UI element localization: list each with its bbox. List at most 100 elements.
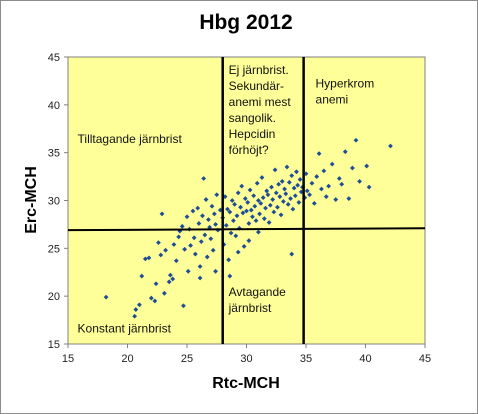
divider-lines [67, 57, 426, 344]
data-point [188, 243, 193, 248]
data-point [223, 222, 229, 228]
data-point [259, 175, 265, 180]
data-point [190, 208, 196, 214]
data-point [200, 213, 205, 219]
y-tick-label: 45 [48, 52, 60, 64]
data-point [246, 221, 252, 226]
data-point [244, 208, 249, 214]
annotations: Ej järnbrist. Sekundär-anemi mest sangolik… [78, 63, 375, 335]
data-point [210, 247, 216, 253]
data-point [270, 197, 276, 202]
data-point [319, 186, 324, 192]
data-point [209, 203, 215, 209]
data-point [366, 184, 372, 190]
data-point [321, 168, 327, 174]
data-point [235, 190, 241, 196]
data-point [304, 188, 310, 194]
annotation-label: Hyperkrom anemi [316, 77, 375, 107]
y-tick-label: 25 [48, 243, 60, 255]
data-point [192, 251, 198, 257]
x-tick-label: 40 [359, 353, 371, 365]
data-point [260, 195, 266, 201]
x-tick-label: 20 [121, 353, 133, 365]
data-point [279, 178, 285, 184]
data-point [137, 302, 142, 308]
data-point [161, 290, 167, 296]
y-tick-label: 20 [48, 291, 60, 303]
annotation-label: Avtagande järnbrist [228, 285, 286, 315]
data-point [316, 151, 322, 157]
data-point [289, 251, 295, 257]
data-point [179, 223, 185, 229]
chart-title: Hbg 2012 [199, 11, 292, 34]
data-point [256, 198, 261, 203]
data-point [227, 209, 233, 215]
data-point [284, 164, 290, 170]
x-axis-title: Rtc-MCH [212, 375, 280, 392]
data-point [208, 236, 214, 242]
data-point [296, 200, 302, 205]
data-point [269, 184, 274, 190]
data-point [314, 174, 320, 179]
data-point [191, 235, 197, 241]
data-point [329, 161, 335, 167]
data-point [203, 197, 209, 202]
data-point [176, 234, 182, 240]
horizontal-divider [67, 227, 426, 232]
data-point [225, 206, 230, 212]
data-point [350, 165, 355, 171]
data-point [182, 246, 188, 252]
y-tick-label: 30 [48, 196, 60, 208]
data-point [139, 273, 145, 279]
data-point [196, 221, 202, 226]
data-point [277, 194, 283, 200]
data-point [148, 295, 154, 301]
data-point [257, 211, 262, 217]
data-point [251, 193, 257, 199]
data-point [232, 201, 237, 207]
data-point [171, 242, 177, 247]
data-point [294, 169, 299, 175]
data-point [238, 204, 243, 210]
data-point [185, 268, 191, 274]
annotation-label: Ej järnbrist. Sekundär-anemi mest sangolik… [229, 63, 292, 157]
data-point [339, 181, 345, 187]
data-point [253, 218, 259, 223]
data-point [388, 143, 393, 149]
data-point [282, 186, 287, 192]
data-point [290, 206, 296, 212]
data-point [254, 180, 260, 186]
data-point [211, 211, 217, 217]
data-point [227, 273, 233, 279]
data-points [103, 137, 393, 319]
data-point [323, 194, 329, 200]
data-point [197, 275, 203, 281]
x-tick-label: 30 [240, 353, 252, 365]
data-point [280, 199, 286, 204]
data-point [357, 178, 362, 184]
data-point [235, 249, 241, 255]
data-point [133, 307, 139, 312]
data-point [158, 252, 164, 258]
data-point [326, 183, 332, 189]
data-point [202, 232, 208, 238]
data-point [292, 193, 298, 199]
data-point [267, 202, 273, 208]
x-tick-label: 25 [181, 353, 193, 365]
data-point [342, 149, 348, 155]
data-point [285, 201, 291, 207]
data-point [167, 272, 173, 278]
data-point [266, 220, 272, 225]
data-point [273, 190, 279, 196]
data-point [278, 212, 284, 218]
data-point [272, 167, 278, 173]
data-point [258, 200, 264, 206]
data-point [297, 177, 303, 182]
data-point [166, 279, 172, 285]
annotation-label: Konstant järnbrist [78, 322, 172, 336]
data-point [283, 191, 289, 197]
data-point [103, 294, 109, 300]
axis-ticks: 15 20 25 30 35 40 45 15 20 25 30 35 40 45 [48, 52, 431, 365]
plot-area [67, 56, 426, 345]
